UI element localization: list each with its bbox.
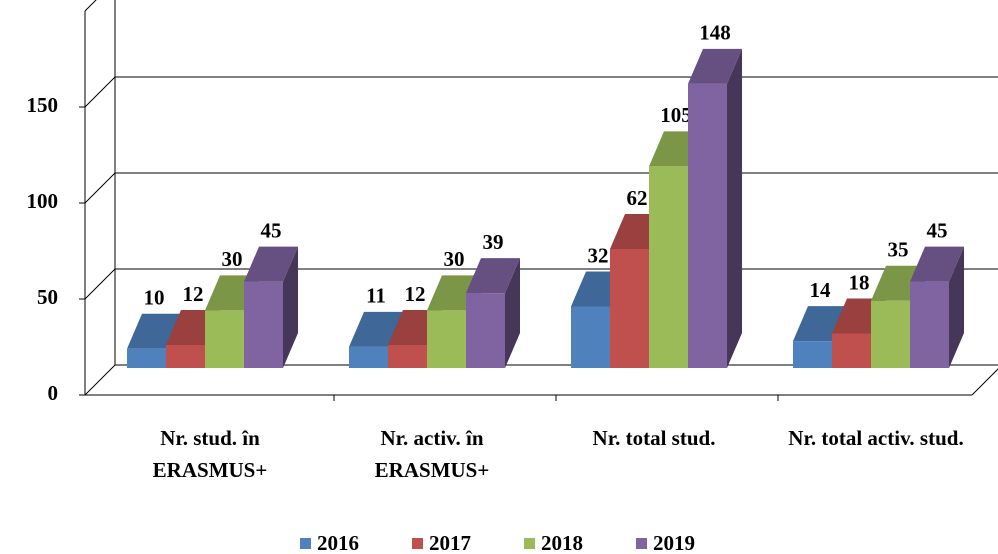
bar-top xyxy=(466,258,520,294)
value-label: 30 xyxy=(444,247,465,271)
bar-front xyxy=(349,346,388,368)
floor-right xyxy=(971,368,998,396)
bar xyxy=(688,48,742,369)
legend-label: 2018 xyxy=(541,531,583,554)
bar-side xyxy=(283,246,298,368)
bar-front xyxy=(244,281,283,368)
bar xyxy=(244,246,298,368)
value-label: 32 xyxy=(588,243,609,267)
bar xyxy=(910,246,964,368)
legend-swatch xyxy=(636,538,647,549)
value-label: 30 xyxy=(222,247,243,271)
wall-top xyxy=(84,0,97,12)
value-label: 39 xyxy=(483,230,504,254)
bar-top xyxy=(688,48,742,84)
bar-side xyxy=(505,258,520,368)
legend-swatch xyxy=(524,538,535,549)
y-tick-label: 100 xyxy=(27,189,59,213)
legend-swatch xyxy=(300,538,311,549)
bar-front xyxy=(610,248,649,368)
value-label: 45 xyxy=(261,218,282,242)
value-label: 18 xyxy=(849,270,870,294)
bar-front xyxy=(832,333,871,368)
value-label: 14 xyxy=(810,278,832,302)
y-tick-label: 0 xyxy=(48,381,59,405)
legend-label: 2016 xyxy=(317,531,359,554)
bar-top xyxy=(349,311,403,347)
bar-front xyxy=(910,281,949,368)
bar-front xyxy=(571,306,610,368)
bar-side xyxy=(727,48,742,369)
value-label: 45 xyxy=(927,218,948,242)
bar-front xyxy=(166,344,205,368)
value-label: 148 xyxy=(699,21,731,45)
y-tick-label: 150 xyxy=(27,93,59,117)
bar-front xyxy=(649,166,688,368)
bar-front xyxy=(871,300,910,368)
bar-top xyxy=(910,246,964,282)
value-label: 12 xyxy=(405,282,426,306)
bar-front xyxy=(466,293,505,368)
bar-front xyxy=(205,310,244,368)
legend-label: 2017 xyxy=(429,531,471,554)
bar-front xyxy=(793,341,832,368)
x-tick-label: Nr. activ. în ERASMUS+ xyxy=(374,426,490,482)
value-label: 11 xyxy=(366,284,386,308)
bar-front xyxy=(688,83,727,368)
bar-top xyxy=(127,313,181,349)
grid-line xyxy=(84,364,998,396)
value-label: 105 xyxy=(660,103,692,127)
value-label: 35 xyxy=(888,238,909,262)
grid-line xyxy=(84,76,998,108)
bar-top xyxy=(244,246,298,282)
bar-front xyxy=(388,344,427,368)
bar-front xyxy=(427,310,466,368)
x-tick-label: Nr. total stud. xyxy=(592,426,716,450)
y-tick-label: 50 xyxy=(37,285,58,309)
legend-swatch xyxy=(412,538,423,549)
grid-line xyxy=(84,172,998,204)
x-tick-label: Nr. stud. în ERASMUS+ xyxy=(152,426,268,482)
bar xyxy=(466,258,520,368)
value-label: 62 xyxy=(627,186,648,210)
value-label: 10 xyxy=(144,286,165,310)
x-tick-label: Nr. total activ. stud. xyxy=(788,426,964,450)
bar-side xyxy=(949,246,964,368)
legend-label: 2019 xyxy=(653,531,695,554)
bar-front xyxy=(127,348,166,368)
value-label: 12 xyxy=(183,282,204,306)
